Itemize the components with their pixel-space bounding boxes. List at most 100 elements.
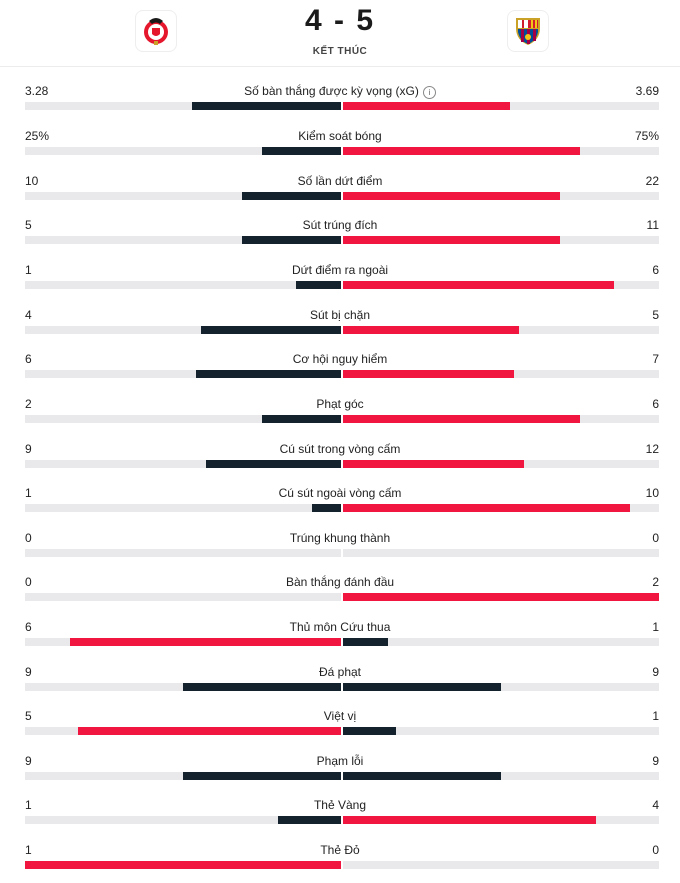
home-stat-track — [25, 504, 341, 512]
away-stat-track — [343, 415, 659, 423]
home-stat-value: 9 — [25, 442, 32, 456]
stat-label-text: Số bàn thắng được kỳ vọng (xG) — [244, 84, 419, 98]
stat-label: Thẻ Đỏ — [0, 843, 680, 857]
home-stat-value: 1 — [25, 263, 32, 277]
away-team-crest[interactable] — [507, 10, 549, 52]
stat-label-text: Dứt điểm ra ngoài — [291, 263, 389, 277]
home-stat-bar — [196, 370, 341, 378]
home-stat-bar — [201, 326, 341, 334]
home-stat-bar — [183, 772, 341, 780]
home-stat-value: 4 — [25, 308, 32, 322]
stat-label-text: Bàn thắng đánh đầu — [285, 575, 395, 589]
home-stat-value: 6 — [25, 620, 32, 634]
home-stat-value: 1 — [25, 798, 32, 812]
away-stat-track — [343, 727, 659, 735]
stat-label: Việt vị — [0, 709, 680, 723]
away-stat-value: 0 — [652, 531, 659, 545]
away-stat-track — [343, 370, 659, 378]
away-stat-bar — [343, 460, 524, 468]
away-stat-track — [343, 281, 659, 289]
stat-label-text: Cú sút trong vòng cấm — [279, 442, 401, 456]
home-stat-bar — [242, 192, 341, 200]
home-stat-value: 5 — [25, 218, 32, 232]
stat-label-text: Sút bị chặn — [309, 308, 371, 322]
away-stat-track — [343, 861, 659, 869]
away-stat-value: 1 — [652, 620, 659, 634]
away-stat-bar — [343, 683, 501, 691]
home-stat-track — [25, 415, 341, 423]
home-stat-value: 0 — [25, 531, 32, 545]
match-header: 4 - 5 KẾT THÚC — [0, 0, 680, 67]
stat-row: 9 Phạm lỗi 9 — [0, 754, 680, 794]
away-stat-track — [343, 593, 659, 601]
away-stat-track — [343, 147, 659, 155]
away-stat-bar — [343, 147, 580, 155]
stat-label: Bàn thắng đánh đầu — [0, 575, 680, 589]
away-stat-track — [343, 683, 659, 691]
stat-row: 6 Cơ hội nguy hiểm 7 — [0, 352, 680, 392]
away-stat-bar — [343, 326, 519, 334]
home-stat-value: 5 — [25, 709, 32, 723]
home-stat-track — [25, 772, 341, 780]
away-stat-value: 0 — [652, 843, 659, 857]
stat-label: Kiểm soát bóng — [0, 129, 680, 143]
away-stat-bar — [343, 102, 510, 110]
stat-label-text: Đá phạt — [318, 665, 362, 679]
home-stat-value: 2 — [25, 397, 32, 411]
away-stat-value: 2 — [652, 575, 659, 589]
stat-label-text: Phạm lỗi — [316, 754, 364, 768]
barcelona-crest-icon — [516, 18, 540, 45]
home-stat-track — [25, 370, 341, 378]
away-stat-track — [343, 504, 659, 512]
stat-label: Cú sút trong vòng cấm — [0, 442, 680, 456]
away-stat-bar — [343, 415, 580, 423]
home-stat-track — [25, 326, 341, 334]
stat-row: 0 Trúng khung thành 0 — [0, 531, 680, 571]
stat-label: Đá phạt — [0, 665, 680, 679]
home-stat-bar — [78, 727, 341, 735]
stat-label-text: Thẻ Vàng — [313, 798, 367, 812]
away-stat-value: 11 — [646, 218, 659, 232]
away-stat-value: 9 — [652, 665, 659, 679]
away-stat-bar — [343, 772, 501, 780]
stat-row: 9 Cú sút trong vòng cấm 12 — [0, 442, 680, 482]
home-stat-track — [25, 638, 341, 646]
home-stat-track — [25, 593, 341, 601]
stat-label: Số lần dứt điểm — [0, 174, 680, 188]
stat-label-text: Thẻ Đỏ — [320, 843, 360, 857]
away-stat-track — [343, 638, 659, 646]
away-stat-value: 12 — [645, 442, 659, 456]
stat-row: 5 Việt vị 1 — [0, 709, 680, 749]
info-icon[interactable]: i — [422, 86, 436, 99]
home-stat-track — [25, 147, 341, 155]
stat-label-text: Việt vị — [323, 709, 357, 723]
away-stat-value: 9 — [652, 754, 659, 768]
away-stat-value: 75% — [634, 129, 659, 143]
stat-label-text: Trúng khung thành — [289, 531, 391, 545]
home-stat-bar — [262, 147, 341, 155]
stat-row: 25% Kiểm soát bóng 75% — [0, 129, 680, 169]
away-stat-track — [343, 102, 659, 110]
stat-label: Phạt góc — [0, 397, 680, 411]
stat-row: 10 Số lần dứt điểm 22 — [0, 174, 680, 214]
home-stat-value: 1 — [25, 486, 32, 500]
away-stat-value: 4 — [652, 798, 659, 812]
home-stat-bar — [262, 415, 341, 423]
home-stat-bar — [206, 460, 341, 468]
match-score: 4 - 5 — [304, 4, 376, 37]
stat-row: 1 Dứt điểm ra ngoài 6 — [0, 263, 680, 303]
stat-label-text: Thủ môn Cứu thua — [289, 620, 391, 634]
home-stat-value: 9 — [25, 665, 32, 679]
away-stat-bar — [343, 593, 659, 601]
stat-row: 6 Thủ môn Cứu thua 1 — [0, 620, 680, 660]
stat-row: 9 Đá phạt 9 — [0, 665, 680, 705]
stat-label: Trúng khung thành — [0, 531, 680, 545]
away-stat-track — [343, 460, 659, 468]
stat-label-text: Cú sút ngoài vòng cấm — [278, 486, 402, 500]
home-stat-track — [25, 727, 341, 735]
stat-row: 0 Bàn thắng đánh đầu 2 — [0, 575, 680, 615]
stat-row: 5 Sút trúng đích 11 — [0, 218, 680, 258]
home-team-crest[interactable] — [135, 10, 177, 52]
stat-label: Số bàn thắng được kỳ vọng (xG) i — [0, 84, 680, 99]
stat-label-text: Sút trúng đích — [302, 218, 378, 232]
